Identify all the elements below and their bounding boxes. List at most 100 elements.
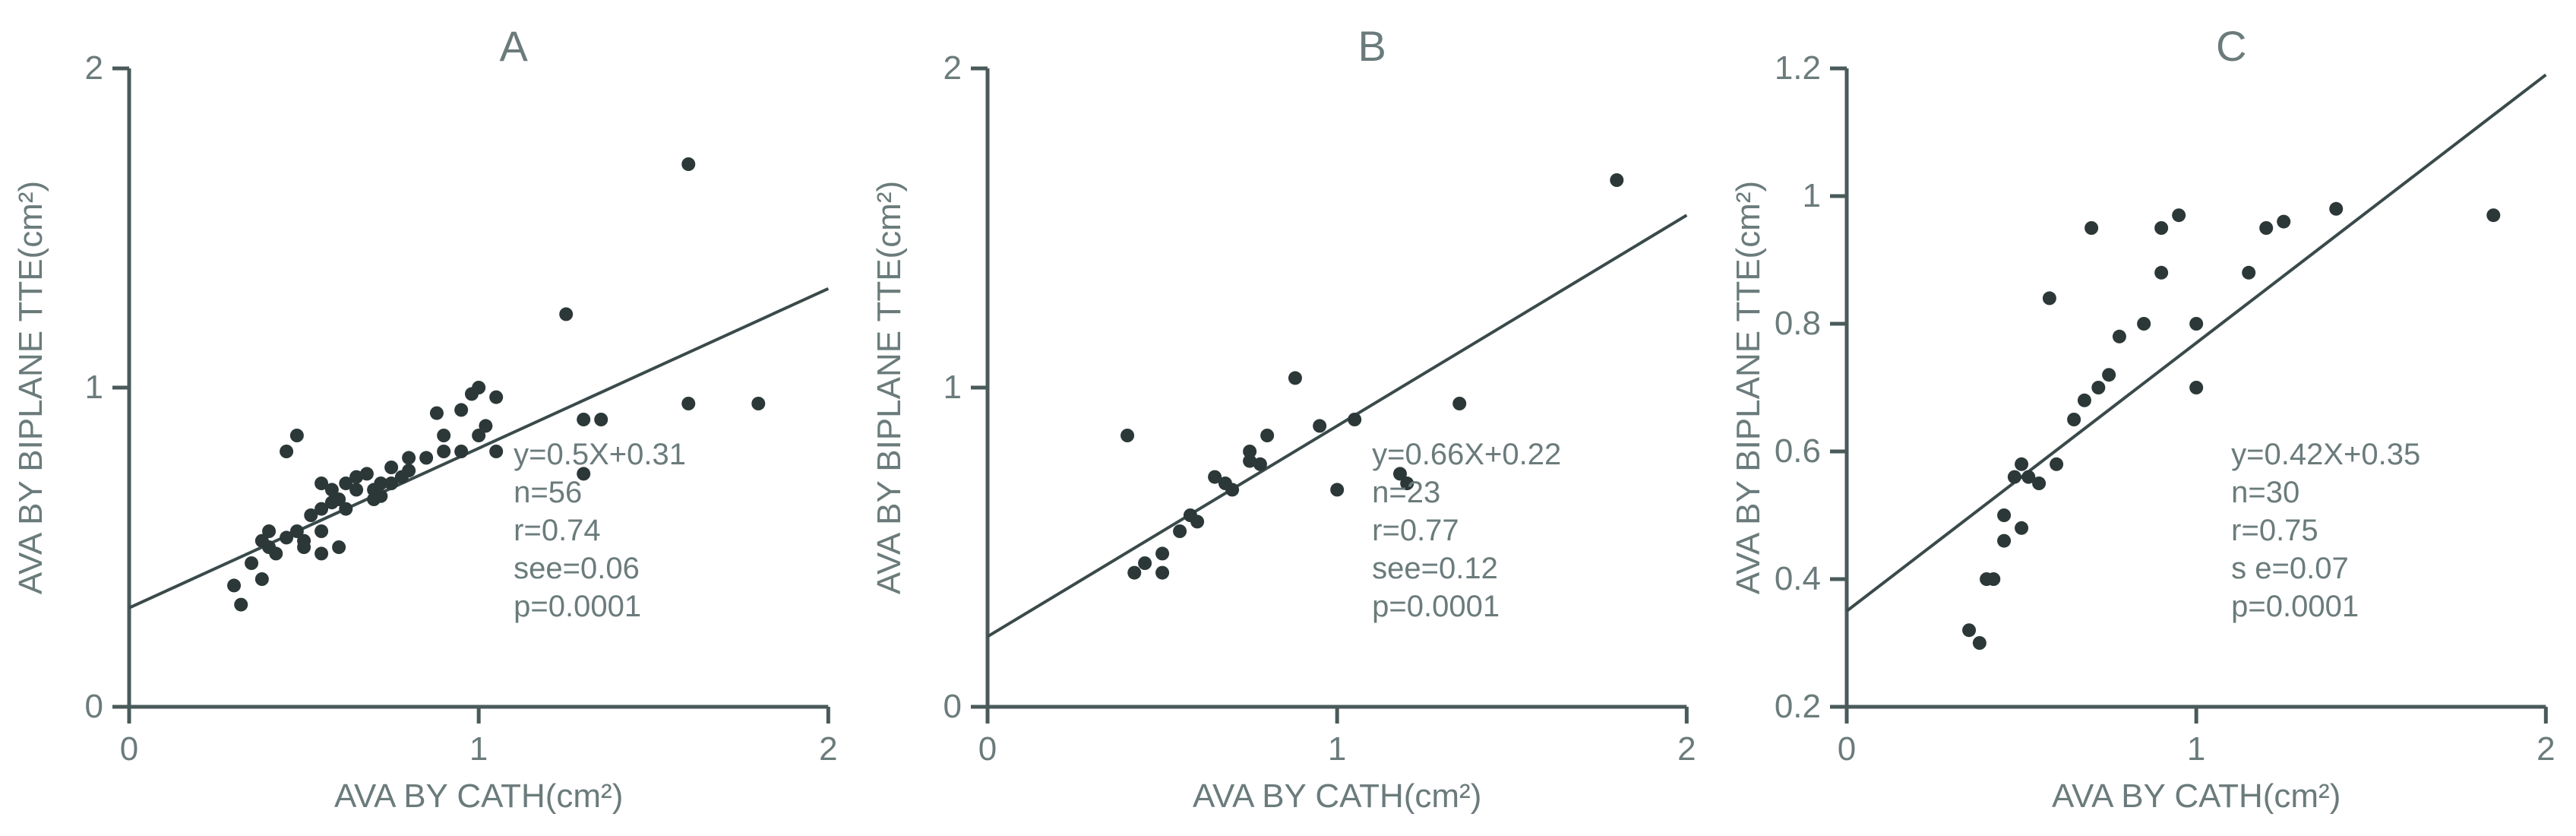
data-point xyxy=(489,391,503,404)
data-point xyxy=(559,307,573,321)
data-point xyxy=(489,445,503,458)
data-point xyxy=(2067,413,2081,426)
data-point xyxy=(402,451,416,464)
data-point xyxy=(2078,394,2091,407)
y-tick-label: 0.8 xyxy=(1774,305,1820,342)
data-point xyxy=(245,556,258,570)
data-point xyxy=(1225,483,1239,496)
data-point xyxy=(2172,208,2186,222)
stats-line: p=0.0001 xyxy=(2231,590,2359,623)
data-point xyxy=(262,524,276,538)
x-tick-label: 0 xyxy=(978,730,997,768)
data-point xyxy=(2015,521,2028,535)
x-tick-label: 2 xyxy=(2536,730,2555,768)
y-axis-label: AVA BY BIPLANE TTE(cm²) xyxy=(12,181,49,594)
data-point xyxy=(454,445,468,458)
y-tick-label: 1 xyxy=(85,369,103,406)
y-tick-label: 0 xyxy=(85,688,103,725)
stats-line: p=0.0001 xyxy=(514,590,641,623)
data-point xyxy=(1260,429,1274,442)
data-point xyxy=(314,546,328,560)
data-point xyxy=(2091,381,2105,394)
data-point xyxy=(1330,483,1344,496)
y-tick-label: 0.6 xyxy=(1774,432,1820,470)
data-point xyxy=(339,502,352,516)
panel-a: 0 1 2 0 1 2 AVA BY CATH(cm²) AVA BY BIPLANE TTE… xyxy=(0,0,858,836)
data-point xyxy=(325,496,339,509)
data-point xyxy=(1313,419,1326,432)
stats-line: r=0.74 xyxy=(514,514,601,547)
x-tick-label: 1 xyxy=(1328,730,1346,768)
data-point xyxy=(2189,381,2203,394)
data-point xyxy=(2050,458,2063,471)
data-point xyxy=(1155,566,1169,580)
stats-line: p=0.0001 xyxy=(1373,590,1500,623)
data-point xyxy=(1348,413,1362,426)
data-point xyxy=(1997,534,2011,548)
x-tick-label: 0 xyxy=(120,730,138,768)
data-point xyxy=(594,413,608,426)
data-point xyxy=(1288,371,1302,385)
y-axis-label: AVA BY BIPLANE TTE(cm²) xyxy=(871,181,908,594)
data-point xyxy=(349,483,363,496)
x-tick-label: 2 xyxy=(819,730,837,768)
x-tick-label: 1 xyxy=(2187,730,2205,768)
data-point xyxy=(751,397,765,410)
data-point xyxy=(297,534,311,548)
panel-b: 012012AVA BY CATH(cm²)AVA BY BIPLANE TTE… xyxy=(858,0,1717,836)
data-point xyxy=(2277,215,2290,229)
data-point xyxy=(681,157,695,171)
data-point xyxy=(402,464,416,477)
data-point xyxy=(1155,546,1169,560)
data-point xyxy=(1138,556,1152,570)
stats-line: s e=0.07 xyxy=(2231,552,2349,585)
data-point xyxy=(437,429,450,442)
regression-line xyxy=(1847,74,2546,611)
x-tick-label: 2 xyxy=(1677,730,1696,768)
y-tick-label: 0.2 xyxy=(1774,688,1820,725)
data-point xyxy=(2085,221,2098,235)
y-tick-label: 2 xyxy=(85,49,103,87)
y-axis-label: AVA BY BIPLANE TTE(cm²) xyxy=(1730,181,1767,594)
data-point xyxy=(314,524,328,538)
data-point xyxy=(2189,317,2203,331)
data-point xyxy=(332,540,346,554)
panel-letter: B xyxy=(1358,22,1386,70)
data-point xyxy=(2137,317,2151,331)
data-point xyxy=(384,461,398,474)
data-point xyxy=(1173,524,1187,538)
data-point xyxy=(374,489,387,503)
data-point xyxy=(1997,508,2011,522)
x-axis-label: AVA BY CATH(cm²) xyxy=(334,777,623,815)
data-point xyxy=(681,397,695,410)
data-point xyxy=(419,451,433,464)
y-tick-label: 2 xyxy=(943,49,962,87)
data-point xyxy=(472,381,485,394)
stats-line: n=30 xyxy=(2231,476,2299,509)
x-tick-label: 1 xyxy=(469,730,488,768)
data-point xyxy=(2043,291,2056,305)
stats-line: n=23 xyxy=(1373,476,1441,509)
data-point xyxy=(454,403,468,416)
data-point xyxy=(1243,445,1256,458)
data-point xyxy=(255,572,269,586)
stats-line: y=0.42X+0.35 xyxy=(2231,438,2420,471)
data-point xyxy=(227,578,241,592)
svg-panel-b: 012012AVA BY CATH(cm²)AVA BY BIPLANE TTE… xyxy=(858,0,1717,836)
data-point xyxy=(234,598,248,612)
data-point xyxy=(2154,221,2168,235)
regression-line xyxy=(988,215,1686,636)
panel-c: 0120.20.40.60.811.2AVA BY CATH(cm²)AVA B… xyxy=(1718,0,2576,836)
y-tick-label: 0.4 xyxy=(1774,560,1820,597)
x-axis-label: AVA BY CATH(cm²) xyxy=(2052,777,2341,815)
data-point xyxy=(1128,566,1142,580)
stats-line: y=0.66X+0.22 xyxy=(1373,438,1562,471)
data-point xyxy=(1120,429,1134,442)
data-point xyxy=(2154,266,2168,280)
y-tick-label: 0 xyxy=(943,688,962,725)
data-point xyxy=(2242,266,2255,280)
data-point xyxy=(1253,458,1267,471)
y-tick-label: 1.2 xyxy=(1774,49,1820,87)
stats-line: see=0.06 xyxy=(514,552,640,585)
data-point xyxy=(437,445,450,458)
